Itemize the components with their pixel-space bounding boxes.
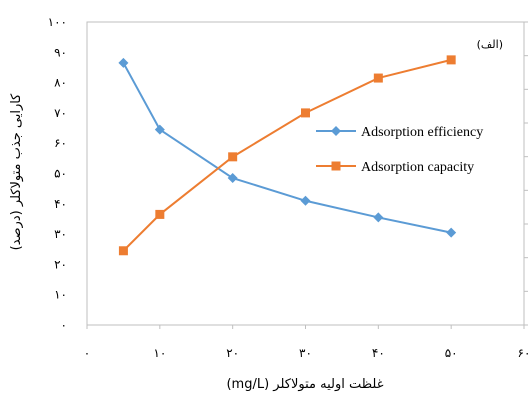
x-tick-label: ۵۰	[445, 346, 458, 360]
y-axis-title: کارایی جذب متولاکلر (درصد)	[9, 93, 24, 251]
data-point	[446, 227, 457, 238]
right-axis-ticks	[524, 21, 528, 326]
data-point	[301, 108, 310, 118]
chart-annotation: (الف)	[477, 38, 503, 51]
x-axis-ticks: ۰ ۱۰ ۲۰ ۳۰ ۴۰ ۵۰ ۶۰	[84, 325, 531, 360]
y-tick-label: ۴۰	[54, 197, 67, 211]
data-point	[373, 73, 383, 83]
y-tick-label: ۱۰۰	[48, 15, 67, 29]
y-tick-label: ۵۰	[54, 167, 67, 181]
y-tick-label: ۰	[61, 318, 67, 332]
legend-marker	[331, 161, 341, 171]
y-tick-label: ۶۰	[54, 136, 67, 150]
series-line	[122, 58, 452, 252]
x-tick-label: ۲۰	[226, 346, 239, 360]
data-point	[300, 195, 311, 206]
x-tick-label: ۴۰	[372, 346, 385, 360]
x-tick-label: ۳۰	[299, 346, 312, 360]
data-point	[446, 55, 456, 65]
data-point	[228, 152, 238, 162]
x-tick-label: ۶۰	[518, 346, 531, 360]
x-tick-label: ۰	[84, 346, 90, 360]
x-tick-label: ۱۰	[153, 346, 166, 360]
series-layer	[118, 55, 457, 256]
y-axis-ticks: ۰ ۱۰ ۲۰ ۳۰ ۴۰ ۵۰ ۶۰ ۷۰ ۸۰ ۹۰ ۱۰۰	[48, 15, 67, 332]
legend-label: Adsorption capacity	[361, 160, 474, 175]
legend-label: Adsorption efficiency	[361, 125, 483, 140]
y-tick-label: ۱۰	[54, 288, 67, 302]
data-point	[227, 173, 238, 184]
data-point	[373, 212, 384, 223]
y-tick-label: ۹۰	[54, 45, 67, 59]
data-point	[118, 246, 128, 256]
data-point	[155, 209, 165, 219]
series-line	[122, 62, 452, 234]
legend: Adsorption efficiency Adsorption capacity	[316, 125, 483, 175]
y-tick-label: ۸۰	[54, 76, 67, 90]
legend-marker	[331, 126, 341, 136]
y-tick-label: ۷۰	[54, 106, 67, 120]
data-point	[154, 124, 165, 135]
x-axis-title: غلظت اولیه متولاکلر (mg/L)	[226, 377, 383, 392]
data-point	[118, 57, 129, 68]
y-tick-label: ۳۰	[54, 227, 67, 241]
y-tick-label: ۲۰	[54, 257, 67, 271]
